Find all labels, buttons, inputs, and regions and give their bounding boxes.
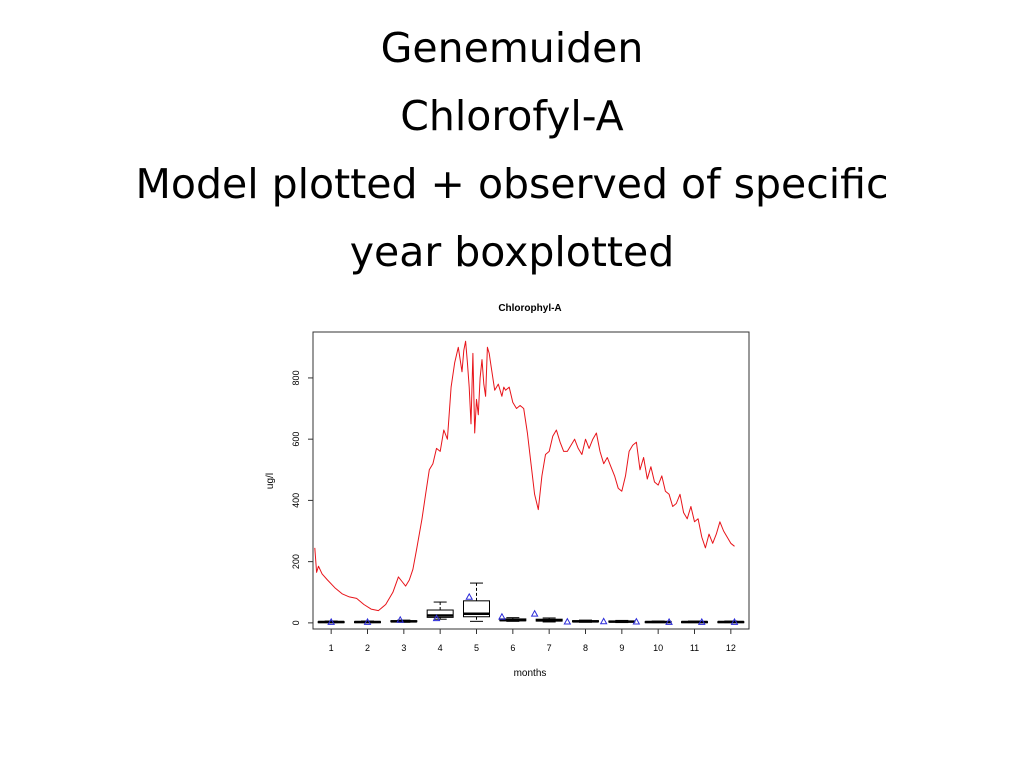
slide-title-line-3: Model plotted + observed of specific [135,160,889,208]
observed-layer [327,592,739,625]
boxplot [317,620,345,624]
x-tick-label: 12 [726,643,736,653]
y-axis: 0 200 400 600 800 [291,370,313,625]
observed-point [697,617,706,625]
boxplot [426,601,454,620]
y-tick-label: 0 [291,620,301,625]
boxplot [463,582,490,622]
boxplot [354,620,381,624]
x-axis-label: months [514,668,547,679]
observed-point [665,617,673,625]
x-tick-label: 11 [690,643,699,653]
boxplot [390,619,418,623]
boxplot [608,619,636,624]
x-tick-label: 10 [653,643,663,653]
boxplot-layer [317,582,745,624]
x-tick-label: 1 [329,643,334,653]
slide-title-line-2: Chlorofyl-A [400,92,624,140]
x-tick-label: 2 [365,643,370,653]
x-tick-label: 9 [619,643,624,653]
x-tick-label: 4 [438,643,443,653]
model-series-line [314,340,735,612]
boxplot [572,619,599,623]
observed-point [599,617,608,625]
y-tick-label: 600 [291,432,301,447]
observed-point [632,617,641,625]
boxplot [535,617,563,623]
observed-point [730,617,739,625]
boxplot [499,617,527,622]
x-tick-label: 7 [547,643,552,653]
observed-point [327,617,336,625]
observed-point [396,615,405,623]
observed-point [530,609,539,617]
boxplot [717,620,745,624]
plot-frame [312,331,750,630]
observed-point [498,612,506,620]
chart-title: Chlorophyl-A [498,303,561,314]
x-tick-label: 3 [401,643,406,653]
y-tick-label: 800 [291,370,301,385]
slide-title: Genemuiden Chlorofyl-A Model plotted + o… [40,14,984,286]
slide-title-line-4: year boxplotted [349,228,675,276]
slide-title-line-1: Genemuiden [380,24,644,72]
x-tick-label: 5 [474,643,479,653]
observed-point [465,592,474,600]
y-tick-label: 200 [291,554,301,569]
observed-point [432,614,441,622]
y-axis-label: ug/l [265,473,276,489]
observed-point [563,617,572,625]
boxplot-box [426,609,454,618]
y-tick-label: 400 [291,493,301,508]
x-tick-label: 8 [583,643,588,653]
x-tick-label: 6 [510,643,515,653]
observed-point [363,617,372,625]
model-layer [314,340,735,612]
x-axis: 1 2 3 4 5 6 7 8 9 10 11 12 [329,629,736,653]
